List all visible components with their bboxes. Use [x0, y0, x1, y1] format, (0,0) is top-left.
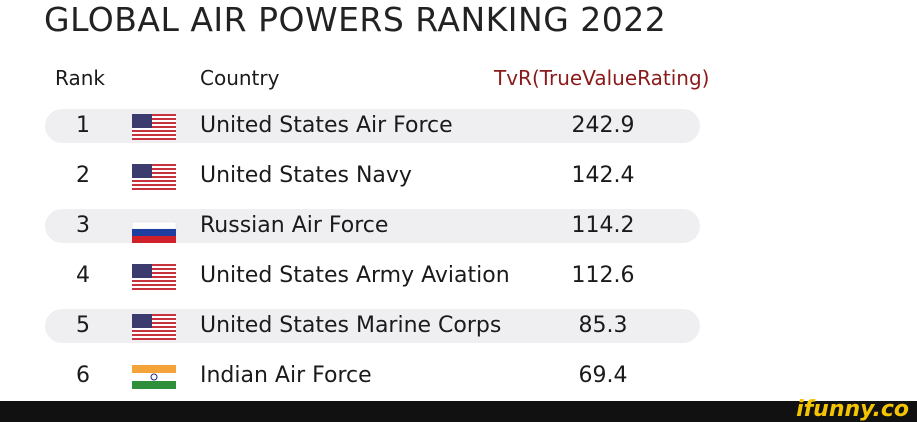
country: Indian Air Force [200, 363, 372, 388]
rank: 1 [76, 113, 90, 138]
flag [131, 221, 177, 244]
flag [131, 364, 177, 390]
column-header: Rank [55, 66, 105, 90]
country: United States Army Aviation [200, 263, 510, 288]
column-header: Country [200, 66, 280, 90]
flag [132, 164, 176, 190]
rank: 6 [76, 363, 90, 388]
column-header: TvR(TrueValueRating) [494, 66, 710, 90]
rank: 3 [76, 213, 90, 238]
flag [132, 264, 176, 290]
tvr-value: 114.2 [571, 213, 635, 238]
tvr-value: 69.4 [578, 363, 628, 388]
tvr-value: 242.9 [571, 113, 635, 138]
rank: 5 [76, 313, 90, 338]
tvr-value: 85.3 [578, 313, 628, 338]
flag [132, 114, 176, 140]
country: United States Air Force [200, 113, 453, 138]
country: United States Marine Corps [200, 313, 502, 338]
title: GLOBAL AIR POWERS RANKING 2022 [44, 0, 667, 39]
rank: 2 [76, 163, 90, 188]
country: United States Navy [200, 163, 412, 188]
country: Russian Air Force [200, 213, 389, 238]
rank: 4 [76, 263, 90, 288]
tvr-value: 112.6 [571, 263, 635, 288]
footer-bar [0, 401, 917, 422]
tvr-value: 142.4 [571, 163, 635, 188]
watermark: ifunny.co [796, 397, 909, 422]
flag [132, 314, 176, 340]
